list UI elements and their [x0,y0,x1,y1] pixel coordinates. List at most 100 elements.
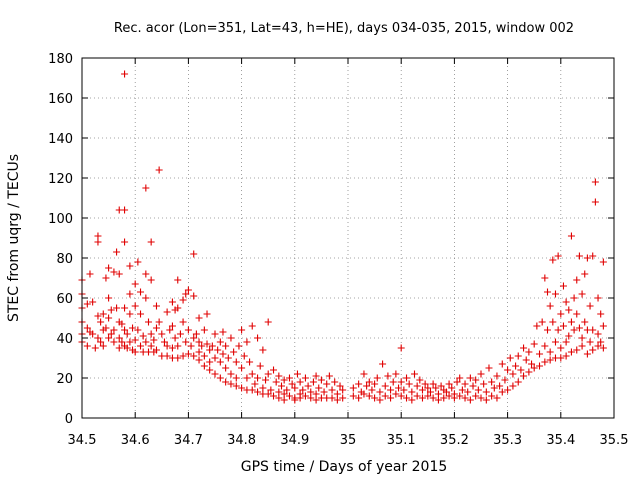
data-point [182,338,190,346]
data-point [211,330,219,338]
data-point [387,394,395,402]
data-point [528,360,536,368]
data-point [440,394,448,402]
data-point [379,360,387,368]
x-tick-label: 35.1 [387,433,416,448]
data-point [456,392,464,400]
data-point [360,370,368,378]
data-point [238,384,246,392]
data-point [317,376,325,384]
data-point [168,298,176,306]
data-point [368,386,376,394]
data-point [94,312,102,320]
data-point [254,388,262,396]
data-point [184,350,192,358]
data-point [208,342,216,350]
data-point [570,294,578,302]
y-tick-label: 180 [48,52,73,67]
data-point [216,338,224,346]
data-point [331,378,339,386]
data-point [397,378,405,386]
data-point [152,302,160,310]
data-point [105,334,113,342]
data-point [240,352,248,360]
data-point [551,338,559,346]
data-point [559,322,567,330]
data-point [307,394,315,402]
data-point [179,296,187,304]
y-tick-label: 80 [56,252,73,267]
data-point [594,342,602,350]
data-point [501,376,509,384]
data-point [586,302,594,310]
data-point [583,350,591,358]
data-point [365,378,373,386]
data-point [538,318,546,326]
data-point [227,370,235,378]
data-point [418,394,426,402]
data-point [94,232,102,240]
data-point [190,292,198,300]
data-point [464,388,472,396]
data-point [434,390,442,398]
data-point [536,362,544,370]
data-point [113,248,121,256]
data-point [113,304,121,312]
data-point [264,318,272,326]
y-tick-label: 100 [48,212,73,227]
data-point [174,354,182,362]
data-point [155,166,163,174]
data-point [583,254,591,262]
y-tick-label: 40 [56,332,73,347]
data-point [307,388,315,396]
data-point [448,384,456,392]
data-point [328,394,336,402]
data-point [397,344,405,352]
data-point [131,348,139,356]
data-point [89,298,97,306]
data-point [256,362,264,370]
data-point [512,362,520,370]
data-point [434,396,442,404]
data-point [262,376,270,384]
data-point [522,356,530,364]
data-point [309,378,317,386]
data-point [565,332,573,340]
y-tick-label: 0 [65,412,73,427]
data-point [219,350,227,358]
data-point [184,286,192,294]
data-point [166,326,174,334]
data-point [83,300,91,308]
data-point [488,378,496,386]
data-point [575,252,583,260]
data-point [349,392,357,400]
data-point [211,370,219,378]
data-point [115,344,123,352]
data-point [278,382,285,390]
data-point [254,334,262,342]
data-point [211,354,219,362]
data-point [190,352,198,360]
data-point [259,346,267,354]
data-point [139,332,147,340]
data-point [450,394,458,402]
data-point [541,274,549,282]
data-point [142,338,150,346]
data-point [243,338,251,346]
data-point [549,256,557,264]
data-point [437,382,445,390]
data-point [137,310,145,318]
data-point [121,206,129,214]
grid-lines [82,58,614,418]
data-point [349,384,357,392]
data-point [599,258,607,266]
data-point [129,324,137,332]
y-tick-label: 160 [48,92,73,107]
data-point [411,370,418,378]
data-point [509,382,517,390]
data-point [206,366,214,374]
data-point [150,336,158,344]
data-point [581,270,589,278]
x-tick-label: 35.4 [546,433,575,448]
data-point [105,294,113,302]
